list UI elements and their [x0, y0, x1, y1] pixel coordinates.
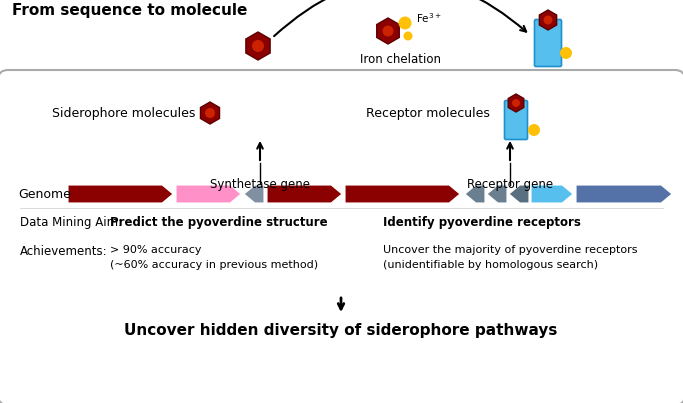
Text: Siderophore molecules: Siderophore molecules — [52, 106, 195, 120]
Text: (unidentifiable by homologous search): (unidentifiable by homologous search) — [383, 260, 598, 270]
Polygon shape — [508, 94, 524, 112]
Polygon shape — [68, 185, 173, 203]
Circle shape — [404, 31, 413, 40]
Polygon shape — [576, 185, 672, 203]
Polygon shape — [540, 10, 557, 30]
Text: Uncover the majority of pyoverdine receptors: Uncover the majority of pyoverdine recep… — [383, 245, 637, 255]
Text: > 90% accuracy: > 90% accuracy — [110, 245, 201, 255]
Text: (~60% accuracy in previous method): (~60% accuracy in previous method) — [110, 260, 318, 270]
Text: Receptor molecules: Receptor molecules — [366, 106, 490, 120]
Circle shape — [205, 108, 215, 118]
Circle shape — [512, 99, 520, 107]
FancyBboxPatch shape — [0, 70, 683, 403]
Circle shape — [382, 25, 393, 37]
Circle shape — [560, 47, 572, 59]
Circle shape — [528, 124, 540, 136]
Circle shape — [252, 40, 264, 52]
Text: Synthetase gene: Synthetase gene — [210, 178, 310, 191]
Polygon shape — [267, 185, 342, 203]
Polygon shape — [201, 102, 219, 124]
Polygon shape — [176, 185, 241, 203]
Text: From sequence to molecule: From sequence to molecule — [12, 3, 247, 18]
Polygon shape — [531, 185, 573, 203]
Text: Uncover hidden diversity of siderophore pathways: Uncover hidden diversity of siderophore … — [124, 323, 558, 338]
Text: Predict the pyoverdine structure: Predict the pyoverdine structure — [110, 216, 328, 229]
Circle shape — [544, 15, 553, 25]
FancyBboxPatch shape — [535, 19, 561, 66]
FancyBboxPatch shape — [505, 100, 527, 139]
Text: Identify pyoverdine receptors: Identify pyoverdine receptors — [383, 216, 581, 229]
Polygon shape — [487, 185, 507, 203]
Polygon shape — [377, 18, 400, 44]
Text: Data Mining Aim:: Data Mining Aim: — [20, 216, 122, 229]
Text: Fe$^{3+}$: Fe$^{3+}$ — [416, 11, 442, 25]
Text: Iron chelation: Iron chelation — [359, 53, 441, 66]
Polygon shape — [465, 185, 485, 203]
Text: Achievements:: Achievements: — [20, 245, 108, 258]
Polygon shape — [509, 185, 529, 203]
Text: Receptor gene: Receptor gene — [467, 178, 553, 191]
Circle shape — [398, 17, 411, 29]
Polygon shape — [345, 185, 460, 203]
Polygon shape — [244, 185, 264, 203]
Polygon shape — [246, 32, 270, 60]
Text: Genome: Genome — [18, 187, 71, 201]
